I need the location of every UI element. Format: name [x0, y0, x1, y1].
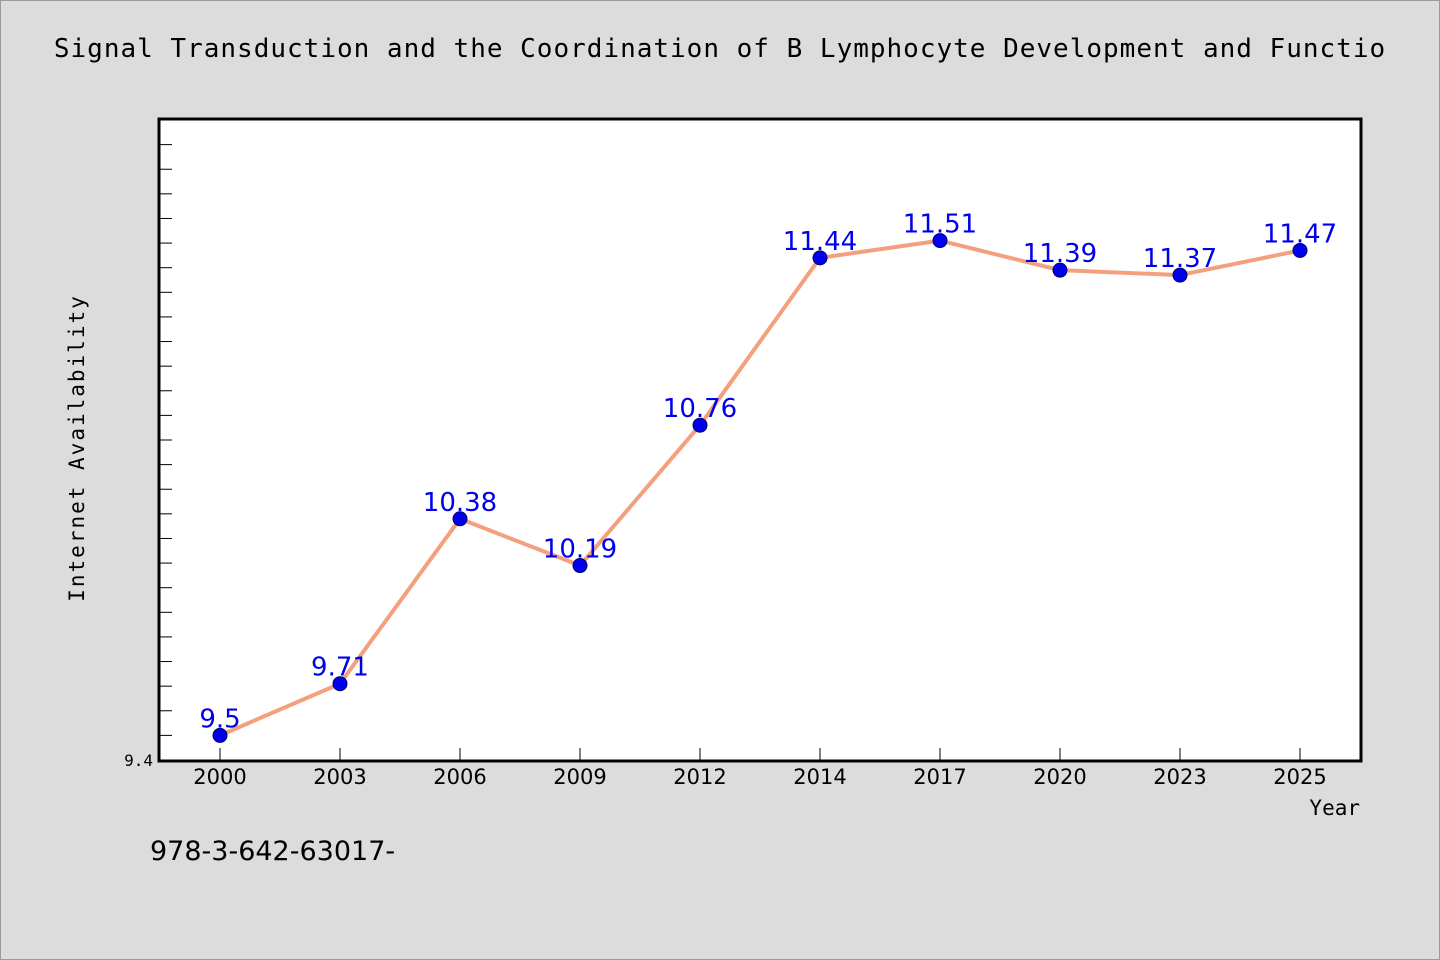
data-label: 10.76 [663, 394, 737, 424]
data-point [1052, 262, 1068, 278]
data-point [812, 250, 828, 266]
x-tick-label: 2003 [313, 765, 366, 789]
data-point [332, 676, 348, 692]
data-label: 10.38 [423, 488, 497, 518]
x-tick-label: 2012 [673, 765, 726, 789]
series-line [218, 238, 1302, 738]
data-label: 11.47 [1263, 219, 1337, 249]
data-label: 11.44 [783, 227, 857, 257]
data-label: 9.71 [311, 653, 369, 683]
chart-title: Signal Transduction and the Coordination… [53, 34, 1387, 64]
x-tick-label: 2000 [193, 765, 246, 789]
data-point [452, 511, 468, 527]
y-axis-label: Internet Availability [65, 294, 89, 602]
data-point [1172, 267, 1188, 283]
data-point [572, 558, 588, 574]
data-point [1292, 242, 1308, 258]
data-label: 11.37 [1143, 244, 1217, 274]
isbn-caption: 978-3-642-63017- [150, 836, 396, 867]
y-tick-label: 9.4 [124, 751, 153, 770]
x-tick-label: 2020 [1033, 765, 1086, 789]
data-point [932, 233, 948, 249]
data-label: 11.39 [1023, 239, 1097, 269]
x-tick-label: 2014 [793, 765, 846, 789]
data-label: 11.51 [903, 210, 977, 240]
x-tick-label: 2009 [553, 765, 606, 789]
x-tick-label: 2006 [433, 765, 486, 789]
x-tick-label: 2017 [913, 765, 966, 789]
data-label: 9.5 [199, 704, 240, 734]
data-label: 10.19 [543, 535, 617, 565]
plot-border [157, 117, 1363, 763]
x-axis-label: Year [1309, 796, 1360, 820]
data-point [212, 727, 228, 743]
x-tick-label: 2025 [1273, 765, 1326, 789]
data-point [692, 417, 708, 433]
x-tick-label: 2023 [1153, 765, 1206, 789]
